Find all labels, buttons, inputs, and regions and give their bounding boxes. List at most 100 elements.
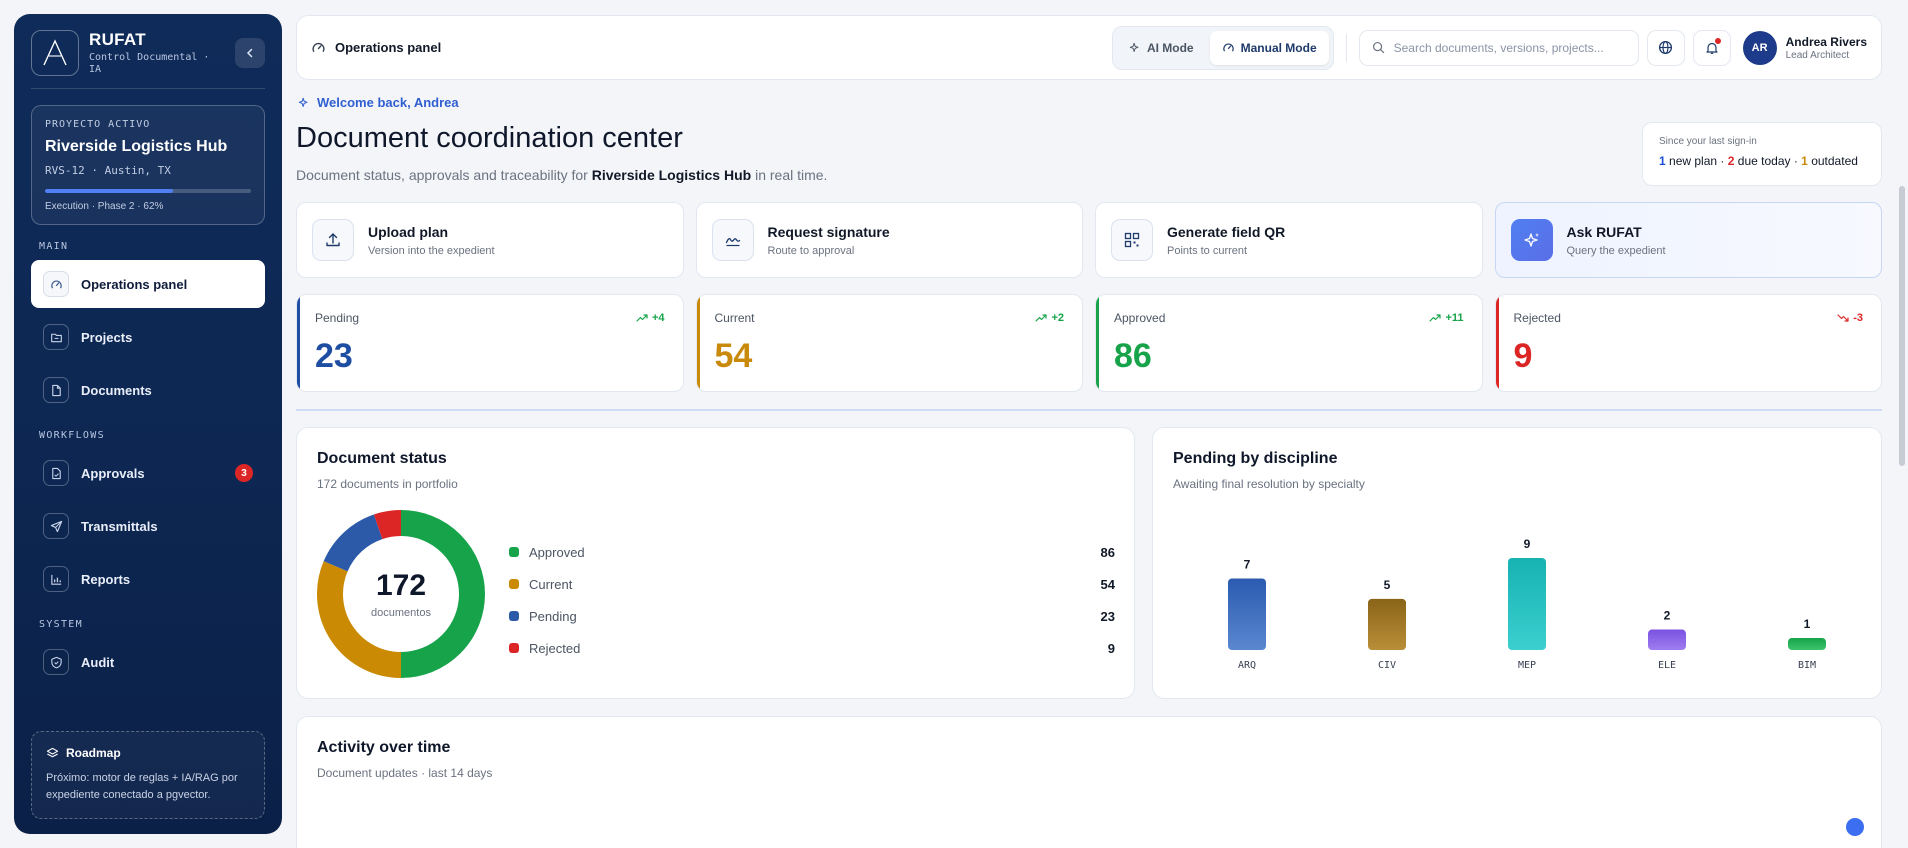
search-box	[1358, 29, 1639, 66]
upload-plan-button[interactable]: Upload plan Version into the expedient	[296, 202, 684, 278]
legend-item-approved: Approved 86	[509, 536, 1115, 568]
project-name: Riverside Logistics Hub	[45, 138, 228, 155]
notifications-button[interactable]	[1692, 29, 1731, 66]
signature-icon	[711, 219, 754, 261]
sidebar-item-label: Audit	[81, 654, 115, 670]
kpi-delta-value: +2	[1051, 312, 1064, 324]
kpi-label: Current	[714, 311, 755, 325]
action-subtitle: Version into the expedient	[368, 244, 495, 257]
bar-arq[interactable]	[1228, 578, 1266, 650]
globe-icon	[1659, 40, 1673, 55]
donut-slice-current[interactable]	[317, 561, 402, 678]
kpi-delta: -3	[1837, 312, 1863, 324]
bell-icon	[1706, 42, 1718, 54]
sidebar-item-label: Reports	[81, 571, 131, 587]
brand-name: RUFAT	[89, 30, 146, 49]
legend-item-rejected: Rejected 9	[509, 632, 1115, 664]
kpi-delta: +11	[1429, 312, 1464, 324]
bar-ele[interactable]	[1648, 629, 1686, 650]
sidebar-item-audit[interactable]: Audit	[31, 638, 265, 686]
status-legend: Approved 86 Current 54 Pending 23 Reject…	[509, 536, 1115, 664]
sidebar-item-projects[interactable]: Projects	[31, 313, 265, 361]
kpi-label: Pending	[315, 311, 360, 325]
kpi-value: 9	[1513, 337, 1533, 375]
ask-rufat-button[interactable]: Ask RUFAT Query the expedient	[1494, 202, 1882, 278]
panel-title: Document status	[317, 450, 447, 467]
brand-subtitle: Control Documental · IA	[89, 52, 210, 75]
sidebar-item-documents[interactable]: Documents	[31, 366, 265, 414]
assistant-fab-button[interactable]	[1846, 818, 1864, 836]
legend-item-current: Current 54	[509, 568, 1115, 600]
manual-mode-button[interactable]: Manual Mode	[1209, 30, 1329, 65]
welcome-text: Welcome back, Andrea	[317, 95, 459, 110]
donut-slice-rejected[interactable]	[373, 510, 402, 540]
generate-field-qr-button[interactable]: Generate field QR Points to current	[1095, 202, 1483, 278]
kpi-delta-value: +11	[1445, 312, 1464, 324]
kpi-value: 54	[714, 337, 753, 375]
bar-mep[interactable]	[1508, 558, 1546, 650]
legend-label: Rejected	[529, 640, 581, 656]
project-phase: Execution · Phase 2 · 62%	[45, 201, 164, 212]
sidebar-item-approvals[interactable]: Approvals 3	[31, 449, 265, 497]
subtitle-text: Document status, approvals and traceabil…	[296, 167, 588, 183]
legend-swatch	[509, 643, 519, 653]
bar-value-label: 1	[1804, 617, 1811, 631]
user-menu[interactable]: AR Andrea Rivers Lead Architect	[1742, 30, 1867, 65]
donut-slice-pending[interactable]	[323, 514, 383, 572]
sidebar-item-operations-panel[interactable]: Operations panel	[31, 260, 265, 308]
kpi-card-current[interactable]: Current +2 54	[695, 294, 1083, 392]
mode-toggle: AI Mode Manual Mode	[1111, 25, 1334, 70]
panel-title: Activity over time	[317, 739, 451, 756]
kpi-card-rejected[interactable]: Rejected -3 9	[1494, 294, 1882, 392]
legend-label: Current	[529, 576, 573, 592]
ai-mode-button[interactable]: AI Mode	[1117, 31, 1206, 65]
language-button[interactable]	[1646, 29, 1685, 66]
kpi-value: 86	[1114, 337, 1152, 375]
action-subtitle: Points to current	[1167, 244, 1248, 257]
roadmap-text: Próximo: motor de reglas + IA/RAG por ex…	[46, 772, 238, 801]
bar-value-label: 5	[1384, 578, 1391, 592]
nav-section-main: MAIN	[39, 241, 69, 252]
page-title: Document coordination center	[296, 122, 683, 154]
kpi-card-pending[interactable]: Pending +4 23	[296, 294, 684, 392]
brand: RUFAT Control Documental · IA	[31, 30, 265, 76]
gauge-icon	[43, 271, 69, 297]
collapse-sidebar-button[interactable]	[235, 38, 265, 68]
bar-civ[interactable]	[1368, 598, 1406, 650]
activity-over-time-panel: Activity over time Document updates · la…	[296, 716, 1882, 848]
project-progress-track	[45, 189, 251, 193]
avatar: AR	[1742, 30, 1777, 65]
sparkle-icon	[1129, 42, 1139, 52]
kpi-value: 23	[315, 337, 353, 375]
ai-mode-label: AI Mode	[1146, 40, 1194, 55]
page-scrollbar[interactable]	[1896, 90, 1908, 848]
active-project-card[interactable]: PROYECTO ACTIVO Riverside Logistics Hub …	[31, 105, 265, 225]
logo-mark-icon	[43, 39, 67, 66]
panel-title: Pending by discipline	[1173, 450, 1338, 467]
donut-slice-approved[interactable]	[400, 510, 485, 678]
project-label: PROYECTO ACTIVO	[45, 119, 151, 130]
scrollbar-thumb[interactable]	[1899, 186, 1905, 466]
page-subtitle: Document status, approvals and traceabil…	[296, 167, 827, 183]
sidebar-item-reports[interactable]: Reports	[31, 555, 265, 603]
kpi-card-approved[interactable]: Approved +11 86	[1095, 294, 1483, 392]
qr-icon	[1111, 219, 1153, 261]
bar-value-label: 7	[1244, 557, 1251, 571]
search-input[interactable]	[1393, 40, 1626, 55]
request-signature-button[interactable]: Request signature Route to approval	[695, 202, 1083, 278]
bar-chart-icon	[43, 566, 69, 592]
divider	[31, 88, 265, 89]
section-divider	[296, 409, 1882, 411]
legend-swatch	[509, 579, 519, 589]
sidebar-item-transmittals[interactable]: Transmittals	[31, 502, 265, 550]
bar-bim[interactable]	[1788, 638, 1826, 650]
sidebar-item-label: Documents	[81, 382, 152, 398]
gauge-icon	[1222, 43, 1234, 52]
legend-label: Pending	[529, 608, 577, 624]
trend-down-icon	[1837, 314, 1849, 322]
legend-value: 54	[1100, 576, 1115, 592]
panel-subtitle: Document updates · last 14 days	[317, 766, 493, 780]
shield-icon	[43, 649, 69, 675]
donut-total: 172	[375, 569, 427, 602]
action-title: Ask RUFAT	[1566, 223, 1642, 240]
